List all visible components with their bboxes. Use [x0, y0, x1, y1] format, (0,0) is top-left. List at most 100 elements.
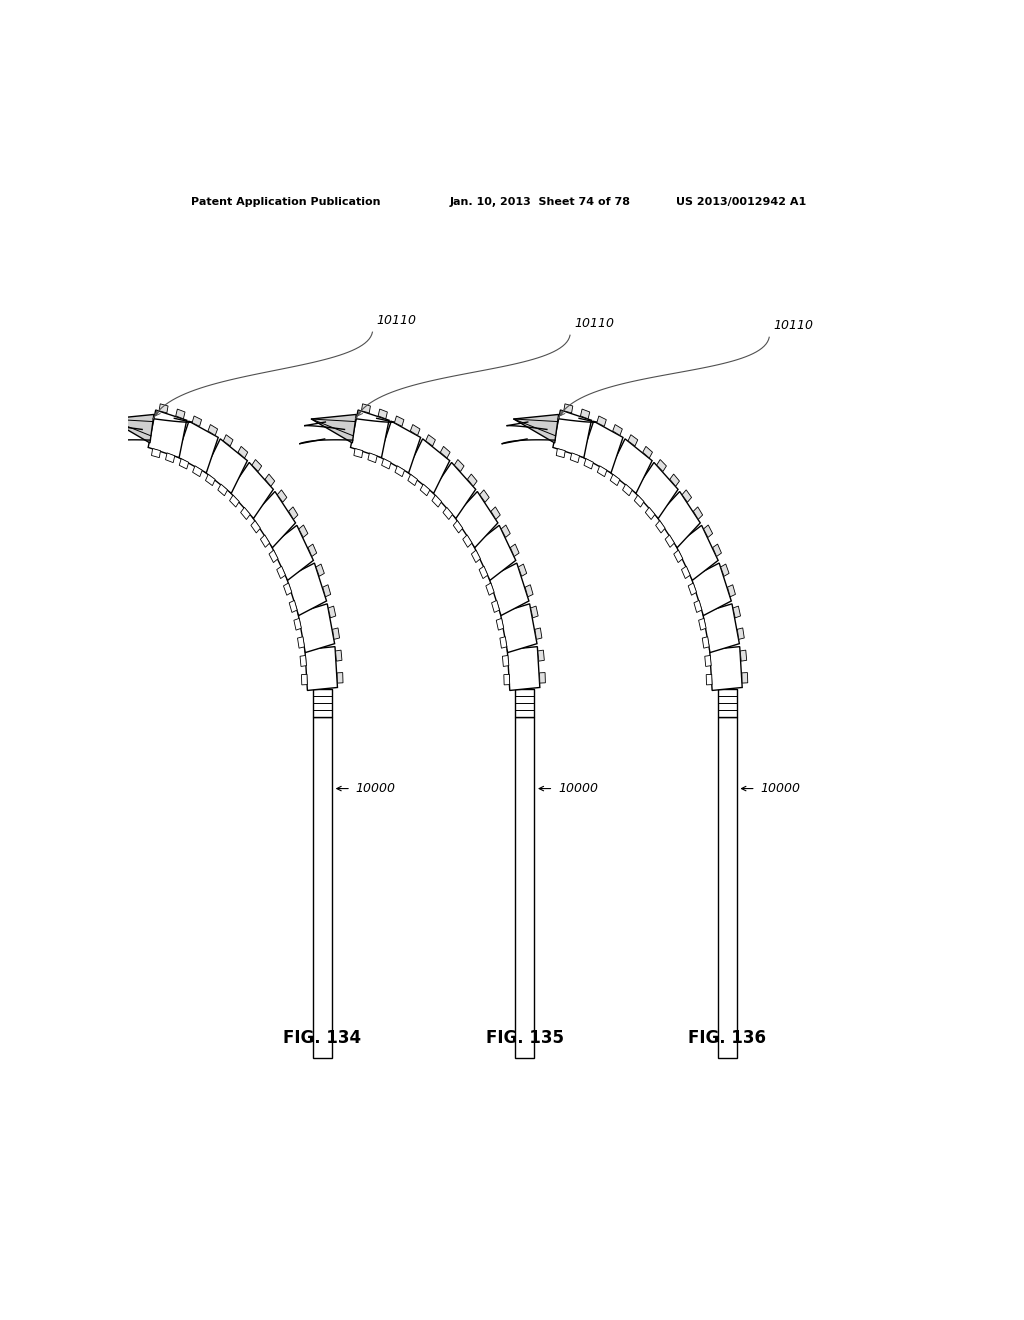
Polygon shape [316, 564, 325, 577]
Polygon shape [298, 603, 335, 652]
Polygon shape [218, 484, 227, 496]
Polygon shape [177, 421, 218, 473]
Polygon shape [337, 673, 343, 682]
Polygon shape [670, 474, 680, 486]
Polygon shape [271, 525, 313, 581]
Polygon shape [455, 459, 464, 471]
Polygon shape [525, 585, 534, 597]
Text: FIG. 135: FIG. 135 [485, 1028, 564, 1047]
Bar [515, 718, 535, 1057]
Polygon shape [301, 675, 307, 685]
Polygon shape [703, 525, 713, 537]
Polygon shape [443, 507, 453, 520]
Polygon shape [361, 404, 371, 413]
Polygon shape [407, 438, 450, 494]
Polygon shape [278, 490, 287, 502]
Polygon shape [643, 446, 652, 458]
Bar [718, 718, 736, 1057]
Polygon shape [382, 458, 391, 469]
Polygon shape [289, 601, 297, 612]
Polygon shape [628, 434, 638, 446]
Polygon shape [501, 525, 510, 537]
Polygon shape [166, 453, 175, 462]
Text: 10110: 10110 [574, 317, 614, 330]
Text: FIG. 134: FIG. 134 [284, 1028, 361, 1047]
Polygon shape [535, 628, 542, 639]
Polygon shape [713, 544, 722, 557]
Polygon shape [655, 520, 666, 533]
Polygon shape [479, 490, 489, 502]
Polygon shape [336, 651, 342, 661]
Polygon shape [432, 495, 441, 507]
Polygon shape [488, 564, 529, 615]
Polygon shape [251, 520, 260, 533]
Polygon shape [710, 647, 742, 690]
Polygon shape [693, 507, 702, 519]
Polygon shape [645, 507, 655, 520]
Polygon shape [610, 474, 620, 486]
Bar [313, 689, 332, 718]
Polygon shape [553, 411, 592, 458]
Text: US 2013/0012942 A1: US 2013/0012942 A1 [676, 197, 806, 207]
Polygon shape [582, 421, 623, 473]
Polygon shape [252, 459, 262, 471]
Polygon shape [354, 449, 362, 458]
Polygon shape [229, 495, 240, 507]
Polygon shape [252, 491, 296, 548]
Polygon shape [294, 618, 301, 630]
Polygon shape [503, 656, 509, 667]
Text: Patent Application Publication: Patent Application Publication [191, 197, 381, 207]
Polygon shape [507, 647, 540, 690]
Polygon shape [479, 566, 487, 578]
Bar [515, 689, 535, 718]
Polygon shape [471, 550, 480, 562]
Text: 10110: 10110 [377, 314, 417, 327]
Polygon shape [497, 618, 504, 630]
Polygon shape [287, 564, 327, 615]
Polygon shape [609, 438, 652, 494]
Polygon shape [411, 425, 420, 436]
Polygon shape [740, 651, 746, 661]
Polygon shape [440, 446, 451, 458]
Polygon shape [241, 507, 250, 520]
Polygon shape [570, 453, 580, 462]
Polygon shape [656, 491, 700, 548]
Polygon shape [394, 416, 403, 426]
Bar [718, 689, 736, 718]
Polygon shape [378, 409, 387, 418]
Polygon shape [179, 458, 188, 469]
Polygon shape [727, 585, 735, 597]
Polygon shape [688, 583, 696, 595]
Polygon shape [702, 636, 710, 648]
Polygon shape [492, 601, 500, 612]
Polygon shape [694, 601, 701, 612]
Polygon shape [455, 491, 498, 548]
Polygon shape [741, 673, 748, 682]
Polygon shape [368, 453, 377, 462]
Polygon shape [500, 636, 507, 648]
Polygon shape [298, 636, 304, 648]
Polygon shape [518, 564, 526, 577]
Polygon shape [584, 458, 594, 469]
Polygon shape [311, 414, 356, 444]
Polygon shape [564, 404, 572, 413]
Polygon shape [674, 550, 683, 562]
Polygon shape [540, 673, 546, 682]
Polygon shape [379, 421, 421, 473]
Polygon shape [623, 484, 632, 496]
Polygon shape [656, 459, 667, 471]
Polygon shape [721, 564, 729, 577]
Polygon shape [691, 564, 731, 615]
Polygon shape [682, 490, 691, 502]
Polygon shape [501, 603, 537, 652]
Polygon shape [666, 535, 675, 548]
Polygon shape [323, 585, 331, 597]
Polygon shape [329, 606, 336, 618]
Polygon shape [208, 425, 218, 436]
Polygon shape [705, 656, 712, 667]
Polygon shape [159, 404, 168, 413]
Polygon shape [597, 466, 607, 477]
Polygon shape [193, 416, 202, 426]
Polygon shape [260, 535, 269, 548]
Polygon shape [206, 474, 215, 486]
